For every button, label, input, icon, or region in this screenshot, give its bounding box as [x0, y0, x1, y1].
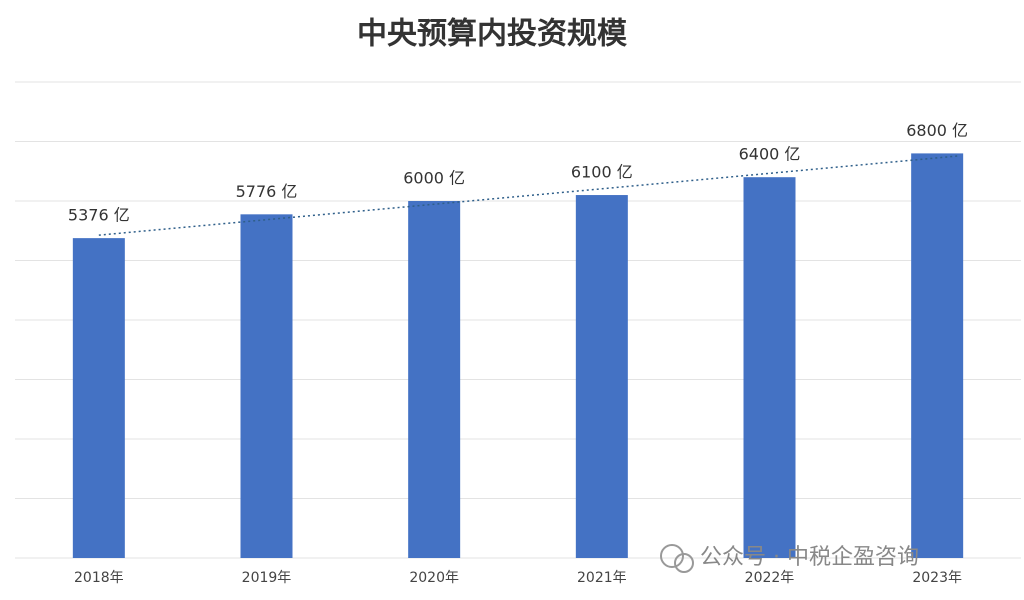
trend-line: [98, 155, 958, 236]
watermark: 公众号 · 中税企盈咨询: [700, 545, 919, 570]
watermark-icon: [674, 553, 694, 573]
x-tick-label: 2020年: [409, 570, 459, 586]
chart-title: 中央预算内投资规模: [357, 17, 627, 52]
x-tick-label: 2023年: [912, 570, 962, 586]
bar: [911, 153, 964, 558]
watermark-group: 公众号 · 中税企盈咨询: [660, 544, 919, 573]
bar: [240, 214, 293, 558]
x-tick-label: 2019年: [242, 570, 292, 586]
value-label: 6000 亿: [403, 169, 465, 188]
bar: [72, 238, 125, 559]
x-tick-label: 2021年: [577, 570, 627, 586]
watermark-icon: [660, 544, 684, 568]
value-label: 6400 亿: [739, 145, 801, 164]
bar: [408, 201, 461, 558]
bar: [743, 177, 796, 558]
bar: [575, 195, 628, 559]
x-tick-label: 2018年: [74, 570, 124, 586]
x-tick-label: 2022年: [745, 570, 795, 586]
value-label: 6800 亿: [906, 121, 968, 140]
value-label: 5376 亿: [68, 206, 130, 225]
value-label: 5776 亿: [236, 182, 298, 201]
value-label: 6100 亿: [571, 163, 633, 182]
